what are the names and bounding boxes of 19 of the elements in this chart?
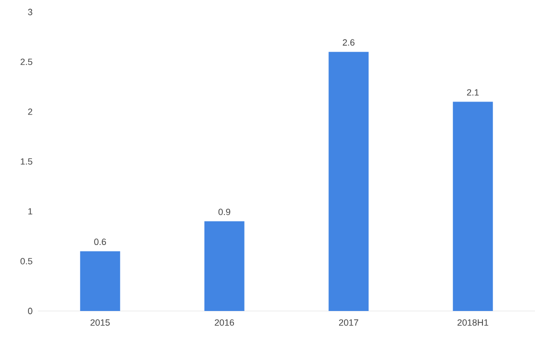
data-label: 2.6	[342, 39, 354, 46]
data-label: 0.9	[218, 208, 230, 216]
y-tick-label: 1	[28, 208, 32, 214]
x-tick-label: 2018H1	[458, 319, 488, 326]
y-tick-label: 2	[28, 108, 32, 115]
y-tick-label: 0	[28, 308, 32, 314]
x-tick-label: 2017	[339, 319, 358, 326]
y-tick-label: 1.5	[20, 158, 32, 165]
data-label: 2.1	[467, 89, 479, 96]
y-tick-label: 2.5	[20, 58, 32, 66]
x-tick-label: 2016	[214, 319, 234, 326]
x-tick-label: 2015	[90, 319, 110, 326]
data-label: 0.6	[94, 238, 106, 246]
y-tick-label: 0.5	[20, 258, 32, 264]
bar	[204, 221, 244, 311]
bar	[452, 102, 493, 311]
y-tick-label: 3	[28, 8, 32, 16]
bar	[80, 251, 120, 311]
bar	[328, 52, 369, 311]
